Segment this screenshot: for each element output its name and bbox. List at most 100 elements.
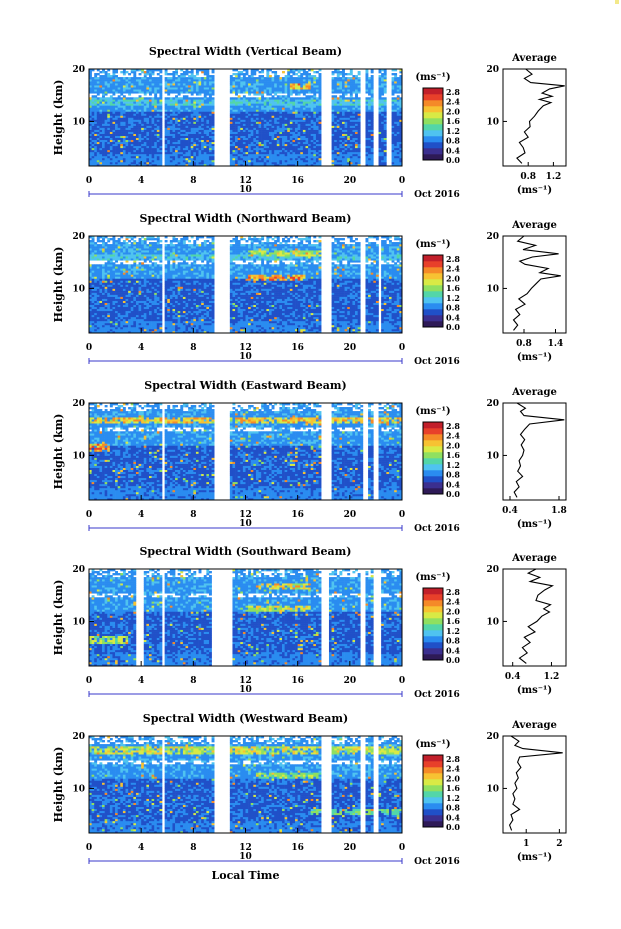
heatmap-cell xyxy=(199,79,202,81)
heatmap-cell xyxy=(279,146,282,148)
heatmap-cell xyxy=(146,105,149,107)
heatmap-cell xyxy=(97,254,100,256)
heatmap-cell xyxy=(146,140,149,142)
heatmap-cell xyxy=(99,307,102,309)
heatmap-cell xyxy=(136,128,139,130)
heatmap-cell xyxy=(94,144,97,146)
heatmap-cell xyxy=(365,142,368,144)
heatmap-cell xyxy=(188,162,191,164)
heatmap-cell xyxy=(136,158,139,160)
heatmap-cell xyxy=(238,118,241,120)
heatmap-cell xyxy=(188,132,191,134)
heatmap-cell xyxy=(204,124,207,126)
heatmap-cell xyxy=(313,150,316,152)
heatmap-cell xyxy=(397,124,400,126)
heatmap-cell xyxy=(157,130,160,132)
heatmap-cell xyxy=(313,120,316,122)
heatmap-cell xyxy=(204,71,207,73)
y-tick-label: 10 xyxy=(72,117,85,127)
heatmap-cell xyxy=(305,140,308,142)
heatmap-cell xyxy=(264,142,267,144)
heatmap-cell xyxy=(290,148,293,150)
heatmap-cell xyxy=(332,113,335,115)
heatmap-cell xyxy=(120,77,123,79)
heatmap-cell xyxy=(365,156,368,158)
heatmap-cell xyxy=(332,140,335,142)
heatmap-cell xyxy=(92,162,95,164)
heatmap-cell xyxy=(206,93,209,95)
heatmap-cell xyxy=(157,105,160,107)
heatmap-cell xyxy=(193,128,196,130)
heatmap-cell xyxy=(251,126,254,128)
heatmap-cell xyxy=(97,103,100,105)
heatmap-cell xyxy=(206,113,209,115)
heatmap-cell xyxy=(298,81,301,83)
heatmap-cell xyxy=(99,85,102,87)
heatmap-cell xyxy=(235,152,238,154)
heatmap-cell xyxy=(345,85,348,87)
heatmap-cell xyxy=(394,126,397,128)
heatmap-cell xyxy=(352,128,355,130)
heatmap-cell xyxy=(240,148,243,150)
heatmap-cell xyxy=(394,144,397,146)
heatmap-cell xyxy=(191,87,194,89)
heatmap-cell xyxy=(285,162,288,164)
heatmap-cell xyxy=(94,120,97,122)
heatmap-cell xyxy=(235,109,238,111)
heatmap-cell xyxy=(154,148,157,150)
heatmap-cell xyxy=(287,95,290,97)
heatmap-cell xyxy=(201,150,204,152)
heatmap-cell xyxy=(183,99,186,101)
heatmap-cell xyxy=(232,138,235,140)
heatmap-cell xyxy=(358,81,361,83)
heatmap-cell xyxy=(99,295,102,297)
heatmap-cell xyxy=(196,158,199,160)
heatmap-cell xyxy=(282,128,285,130)
heatmap-cell xyxy=(199,162,202,164)
heatmap-cell xyxy=(313,148,316,150)
heatmap-cell xyxy=(112,154,115,156)
heatmap-cell xyxy=(345,103,348,105)
heatmap-cell xyxy=(141,81,144,83)
heatmap-cell xyxy=(272,138,275,140)
heatmap-cell xyxy=(167,89,170,91)
heatmap-cell xyxy=(292,71,295,73)
heatmap-cell xyxy=(97,115,100,117)
heatmap-cell xyxy=(149,73,152,75)
heatmap-cell xyxy=(272,101,275,103)
heatmap-cell xyxy=(368,138,371,140)
heatmap-cell xyxy=(123,115,126,117)
heatmap-cell xyxy=(365,109,368,111)
heatmap-cell xyxy=(342,130,345,132)
heatmap-cell xyxy=(105,303,108,305)
heatmap-cell xyxy=(149,87,152,89)
heatmap-cell xyxy=(287,87,290,89)
heatmap-cell xyxy=(259,138,262,140)
heatmap-cell xyxy=(308,75,311,77)
heatmap-cell xyxy=(232,115,235,117)
heatmap-cell xyxy=(120,109,123,111)
heatmap-cell xyxy=(285,136,288,138)
heatmap-cell xyxy=(253,156,256,158)
heatmap-cell xyxy=(308,158,311,160)
heatmap-cell xyxy=(347,87,350,89)
heatmap-cell xyxy=(154,97,157,99)
heatmap-cell xyxy=(355,101,358,103)
heatmap-cell xyxy=(392,132,395,134)
heatmap-cell xyxy=(279,160,282,162)
heatmap-cell xyxy=(157,91,160,93)
heatmap-cell xyxy=(248,107,251,109)
heatmap-cell xyxy=(308,120,311,122)
heatmap-cell xyxy=(282,109,285,111)
heatmap-cell xyxy=(99,162,102,164)
heatmap-cell xyxy=(232,144,235,146)
heatmap-cell xyxy=(290,99,293,101)
heatmap-cell xyxy=(232,118,235,120)
heatmap-cell xyxy=(172,71,175,73)
heatmap-cell xyxy=(272,122,275,124)
heatmap-cell xyxy=(384,160,387,162)
heatmap-cell xyxy=(272,115,275,117)
heatmap-cell xyxy=(120,144,123,146)
heatmap-cell xyxy=(394,87,397,89)
heatmap-cell xyxy=(230,75,233,77)
